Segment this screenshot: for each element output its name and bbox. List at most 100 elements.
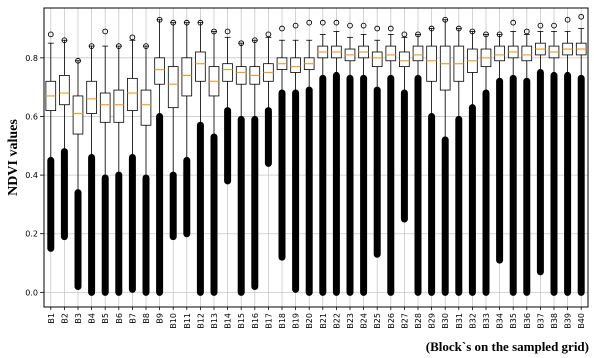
x-tick-label: B12 [196, 313, 205, 329]
outlier-point [387, 289, 394, 296]
box-b16 [249, 37, 261, 290]
iqr-box [195, 51, 206, 82]
gridlines [44, 8, 588, 307]
iqr-box [72, 95, 84, 135]
x-tick-label: B39 [564, 313, 573, 329]
x-tick-label: B4 [88, 313, 97, 324]
box-b15 [235, 40, 247, 296]
outlier-point [496, 257, 503, 264]
outlier-point [347, 22, 353, 29]
outlier-point [428, 289, 435, 296]
box-b34 [494, 31, 505, 264]
boxplot-series [45, 13, 587, 296]
box-b3 [72, 57, 84, 290]
x-axis-ticks: B1 B2 B3 B4 B5 B6 B7 B8 B9 B10 B11 B12 B13 B14 B15 B16 B… [47, 307, 586, 329]
x-tick-label: B15 [237, 313, 246, 329]
x-tick-label: B11 [183, 313, 192, 329]
box-b5 [99, 28, 111, 296]
box-b4 [86, 43, 97, 296]
outlier-point [360, 22, 367, 29]
box-b22 [331, 19, 342, 296]
box-b11 [181, 19, 193, 238]
outlier-point [537, 22, 544, 29]
x-tick-label: B18 [278, 313, 287, 329]
outlier-point [442, 289, 449, 296]
outlier-point [551, 22, 557, 29]
x-tick-label: B17 [264, 313, 273, 329]
x-tick-label: B30 [441, 313, 450, 329]
x-tick-label: B34 [496, 313, 505, 329]
iqr-box [412, 45, 424, 62]
outlier-point [374, 251, 381, 258]
box-b7 [127, 34, 138, 293]
x-tick-label: B32 [468, 313, 477, 329]
outlier-point [210, 289, 218, 296]
outlier-point [482, 289, 490, 296]
y-axis-ticks: 0.0 0.2 0.4 0.6 0.8 [25, 54, 44, 297]
box-b18 [276, 25, 288, 261]
box-b38 [548, 22, 560, 296]
x-tick-label: B38 [550, 313, 559, 329]
x-tick-label: B3 [74, 313, 83, 324]
outlier-point [142, 289, 150, 296]
box-b8 [140, 43, 152, 296]
box-b39 [562, 16, 573, 296]
box-b9 [154, 16, 165, 296]
outlier-point [455, 289, 462, 296]
box-b31 [453, 25, 465, 296]
iqr-box [521, 45, 533, 62]
x-tick-label: B37 [536, 313, 545, 329]
x-tick-label: B5 [101, 313, 110, 324]
iqr-box [113, 89, 125, 123]
box-b2 [59, 37, 70, 241]
box-b32 [467, 28, 478, 296]
x-tick-label: B13 [210, 313, 219, 329]
outlier-point [333, 19, 340, 26]
outlier-point [292, 22, 299, 29]
iqr-box [439, 45, 451, 91]
outlier-point [129, 286, 136, 293]
outlier-point [401, 31, 408, 38]
x-tick-label: B7 [128, 313, 137, 324]
x-axis-label: (Block`s on the sampled grid) [426, 339, 589, 354]
y-tick-label: 0.8 [25, 54, 38, 63]
outlier-point [170, 233, 177, 240]
outlier-point [523, 28, 530, 35]
outlier-point [319, 19, 326, 26]
x-tick-label: B27 [400, 313, 409, 329]
outlier-point [197, 289, 204, 296]
x-tick-label: B10 [169, 313, 178, 329]
iqr-box [222, 63, 233, 82]
y-tick-label: 0.6 [25, 112, 38, 121]
box-b21 [317, 19, 329, 296]
x-tick-label: B9 [156, 313, 165, 324]
outlier-point [469, 289, 476, 296]
x-tick-label: B40 [577, 313, 586, 329]
box-b28 [412, 31, 424, 296]
outlier-point [102, 28, 109, 35]
iqr-box [385, 45, 397, 62]
outlier-point [251, 283, 258, 290]
outlier-point [102, 289, 109, 296]
iqr-box [426, 45, 437, 82]
outlier-point [319, 289, 326, 296]
box-b40 [575, 13, 587, 296]
box-b14 [222, 28, 233, 185]
outlier-point [238, 289, 245, 296]
box-b19 [290, 22, 301, 293]
outlier-point [374, 25, 381, 32]
outlier-point [278, 254, 286, 261]
x-tick-label: B22 [332, 313, 341, 329]
outlier-point [47, 245, 54, 252]
x-tick-label: B29 [428, 313, 437, 329]
x-tick-label: B33 [482, 313, 491, 329]
outlier-point [265, 31, 272, 38]
outlier-point [183, 230, 190, 237]
box-b6 [113, 43, 125, 296]
outlier-point [578, 13, 585, 20]
x-tick-label: B36 [523, 313, 532, 329]
iqr-box [371, 51, 383, 68]
x-tick-label: B6 [115, 313, 124, 324]
iqr-box [181, 57, 193, 97]
